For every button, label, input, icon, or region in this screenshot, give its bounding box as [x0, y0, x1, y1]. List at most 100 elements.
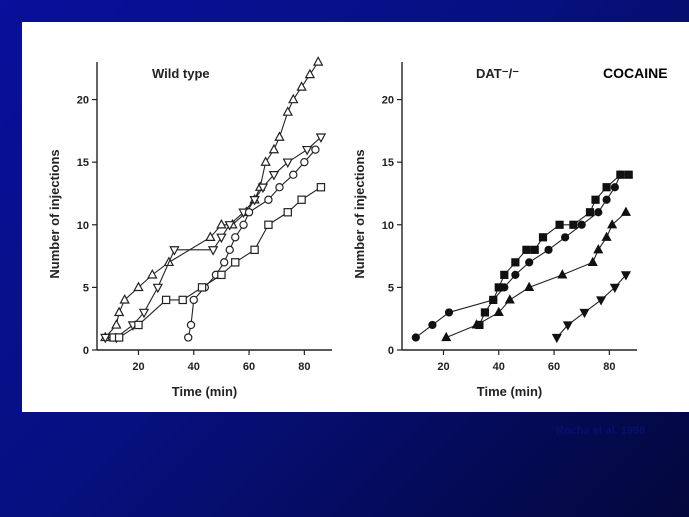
data-point	[601, 231, 612, 241]
series-line	[105, 136, 322, 339]
data-point	[561, 233, 570, 242]
data-point	[411, 333, 420, 342]
data-point	[494, 283, 503, 292]
data-point	[119, 294, 130, 304]
data-point	[538, 233, 548, 242]
data-point	[282, 158, 293, 169]
y-tick-label: 5	[388, 282, 394, 294]
series-circle	[411, 170, 625, 342]
citation-text: Rocha et al. 1998	[556, 425, 646, 437]
data-point	[282, 106, 293, 116]
data-point	[620, 271, 631, 281]
series-triangle-up	[100, 56, 324, 342]
x-tick-label: 20	[437, 361, 449, 373]
data-point	[249, 196, 260, 206]
y-tick-label: 5	[83, 282, 89, 294]
data-point	[444, 308, 454, 317]
data-point	[557, 269, 568, 279]
series-line	[187, 149, 316, 338]
data-point	[152, 283, 164, 294]
data-point	[602, 183, 611, 192]
data-point	[264, 220, 273, 229]
data-point	[147, 269, 158, 279]
series-square	[475, 170, 633, 330]
data-point	[275, 183, 284, 192]
data-point	[511, 270, 520, 279]
data-point	[311, 145, 320, 154]
x-tick-label: 80	[603, 361, 615, 373]
data-point	[283, 208, 292, 217]
y-tick-label: 20	[382, 95, 394, 107]
y-axis-label: Number of injections	[47, 149, 62, 278]
data-point	[268, 143, 280, 154]
data-point	[231, 258, 240, 267]
data-point	[609, 283, 620, 294]
data-point	[219, 258, 229, 267]
data-point	[239, 220, 248, 229]
y-tick-label: 20	[77, 95, 89, 107]
data-point	[504, 294, 515, 304]
y-tick-label: 0	[388, 345, 394, 357]
data-point	[428, 320, 437, 330]
series-line	[446, 211, 627, 338]
data-point	[530, 245, 539, 254]
data-point	[555, 220, 564, 229]
data-point	[297, 195, 306, 204]
data-point	[620, 206, 631, 216]
data-point	[257, 183, 269, 194]
y-axis-label: Number of injections	[352, 149, 367, 278]
data-point	[577, 220, 586, 229]
data-point	[161, 295, 171, 305]
x-tick-label: 20	[132, 361, 144, 373]
data-point	[111, 319, 122, 329]
data-point	[217, 270, 226, 280]
data-point	[522, 245, 531, 254]
data-point	[587, 256, 598, 266]
y-tick-label: 15	[382, 157, 394, 169]
figure-svg: 0 5 10 15 20 20 40 60 80 Time (min) Number of inje…	[47, 56, 668, 399]
data-point	[184, 333, 193, 342]
data-point	[138, 308, 150, 319]
data-point	[186, 320, 196, 330]
data-point	[300, 157, 309, 167]
data-point	[579, 308, 590, 319]
x-axis-label: Time (min)	[477, 384, 543, 399]
chart-title: DAT⁻/⁻	[476, 66, 519, 81]
x-tick-label: 80	[298, 361, 310, 373]
data-point	[260, 156, 271, 166]
series-circle	[184, 145, 320, 342]
y-tick-label: 0	[83, 345, 89, 357]
data-point	[274, 131, 285, 141]
chart-dat-ko: 0 5 10 15 20 20 40 60 80 Time (min) Number of inje…	[352, 62, 637, 399]
data-point	[316, 183, 326, 192]
data-point	[268, 170, 280, 181]
x-tick-label: 40	[493, 361, 505, 373]
y-tick-label: 10	[382, 220, 394, 232]
x-axis-label: Time (min)	[172, 384, 238, 399]
data-point	[231, 233, 240, 242]
data-point	[207, 246, 219, 256]
y-tick-label: 10	[77, 220, 89, 232]
chart-title: Wild type	[152, 66, 210, 81]
data-point	[607, 219, 618, 229]
data-point	[296, 81, 307, 91]
data-point	[624, 170, 633, 179]
series-triangle-down	[551, 271, 631, 344]
data-point	[224, 221, 235, 231]
data-point	[596, 296, 607, 306]
x-tick-label: 40	[188, 361, 200, 373]
data-point	[471, 319, 482, 329]
figure-panel: 0 5 10 15 20 20 40 60 80 Time (min) Number of inje…	[22, 22, 689, 412]
data-point	[304, 68, 316, 79]
data-point	[593, 244, 604, 254]
data-point	[585, 208, 595, 217]
data-point	[562, 321, 573, 331]
series-square	[109, 183, 326, 342]
data-point	[315, 133, 327, 143]
drug-label: COCAINE	[603, 65, 668, 81]
data-point	[113, 306, 125, 317]
data-point	[544, 245, 553, 254]
data-point	[511, 258, 520, 267]
data-point	[289, 170, 298, 179]
data-point	[569, 220, 578, 229]
